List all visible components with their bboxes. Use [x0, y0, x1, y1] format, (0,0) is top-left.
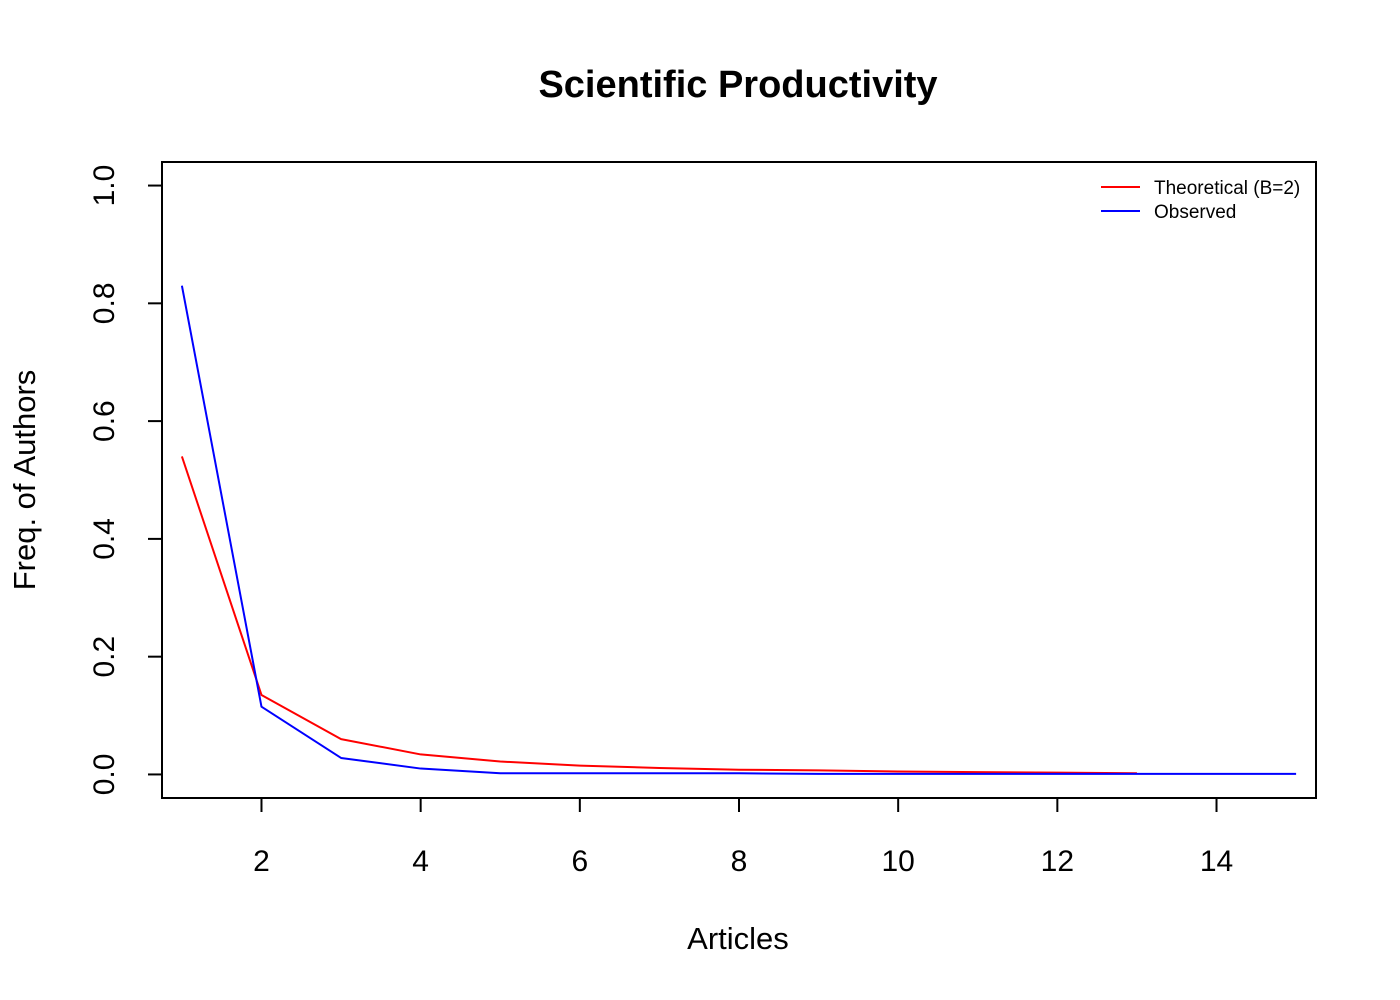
x-tick-label: 2: [253, 845, 270, 878]
series-line-observed: [180, 285, 1297, 775]
x-tick-label: 12: [1041, 845, 1074, 878]
series-line-theoretical: [180, 456, 1137, 775]
y-tick-label: 1.0: [88, 165, 121, 207]
y-tick-label: 0.4: [88, 518, 121, 560]
legend: Theoretical (B=2) Observed: [1101, 178, 1300, 223]
y-axis: 0.0 0.2 0.4 0.6 0.8 1.0: [88, 165, 162, 796]
x-tick-label: 6: [571, 845, 588, 878]
legend-label: Theoretical (B=2): [1154, 178, 1300, 199]
legend-label: Observed: [1154, 202, 1236, 223]
y-tick-label: 0.8: [88, 282, 121, 324]
x-axis-label: Articles: [687, 921, 789, 956]
x-tick-label: 14: [1200, 845, 1233, 878]
x-tick-label: 10: [881, 845, 914, 878]
series-layer: [180, 285, 1297, 775]
y-axis-label: Freq. of Authors: [7, 370, 42, 591]
x-axis: 2 4 6 8 10 12 14: [253, 797, 1233, 878]
x-tick-label: 8: [731, 845, 748, 878]
y-tick-label: 0.2: [88, 636, 121, 678]
chart-title: Scientific Productivity: [538, 64, 937, 106]
x-tick-label: 4: [412, 845, 429, 878]
y-tick-label: 0.6: [88, 400, 121, 442]
plot-frame: [161, 161, 1317, 799]
y-tick-label: 0.0: [88, 754, 121, 796]
